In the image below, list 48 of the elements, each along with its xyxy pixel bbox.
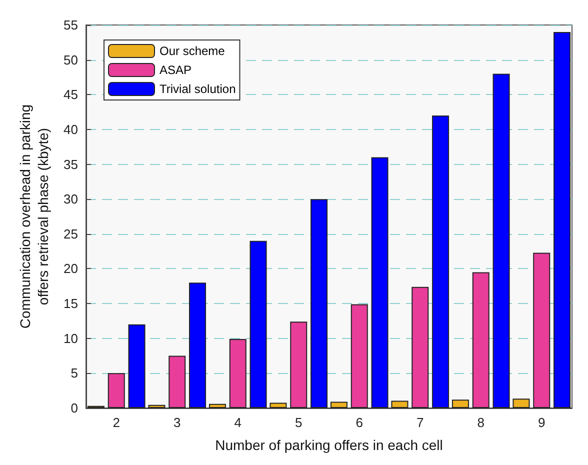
bar — [229, 339, 246, 408]
bar — [189, 282, 206, 408]
bar — [554, 32, 571, 408]
bar — [128, 324, 146, 408]
bar — [270, 402, 287, 408]
bar — [533, 252, 550, 408]
bar — [168, 356, 186, 408]
bar — [250, 240, 267, 408]
y-tick-label: 30 — [64, 192, 78, 207]
legend-label: ASAP — [160, 63, 192, 77]
bar — [108, 373, 125, 408]
y-tick-label: 50 — [64, 52, 78, 68]
bar — [452, 400, 469, 408]
bar — [290, 322, 308, 408]
y-tick-label: 10 — [64, 330, 78, 346]
bar — [371, 157, 388, 408]
bar — [512, 398, 530, 408]
bar — [472, 272, 490, 408]
x-tick-label: 5 — [295, 415, 302, 430]
x-tick-label: 7 — [416, 415, 424, 430]
y-tick-label: 40 — [64, 122, 78, 137]
x-axis-title: Number of parking offers in each cell — [215, 437, 443, 453]
bar — [310, 199, 328, 408]
bar — [208, 404, 226, 408]
y-tick-label: 20 — [64, 261, 78, 276]
bar — [391, 400, 408, 408]
legend-label: Trivial solution — [160, 82, 236, 96]
y-tick-label: 0 — [70, 400, 78, 416]
y-tick-label: 35 — [64, 156, 78, 172]
x-tick-label: 2 — [112, 415, 120, 430]
y-tick-label: 15 — [64, 296, 78, 312]
x-tick-label: 4 — [234, 415, 242, 430]
bar — [350, 304, 368, 408]
x-tick-label: 8 — [477, 415, 484, 430]
bar — [432, 116, 450, 408]
bar — [148, 404, 166, 408]
x-tick-label: 9 — [538, 415, 546, 430]
legend-label: Our scheme — [160, 44, 226, 58]
y-tick-label: 25 — [64, 226, 78, 242]
y-tick-label: 5 — [70, 366, 78, 381]
bar — [330, 402, 348, 408]
x-tick-label: 6 — [356, 415, 363, 430]
y-tick-label: 45 — [64, 87, 78, 102]
y-axis-title: Communication overhead in parking offers retrieval phase (kbyte) — [17, 104, 51, 329]
y-tick-label: 55 — [64, 18, 78, 32]
bar — [412, 286, 429, 408]
x-tick-label: 3 — [174, 415, 181, 430]
bar — [492, 74, 510, 408]
